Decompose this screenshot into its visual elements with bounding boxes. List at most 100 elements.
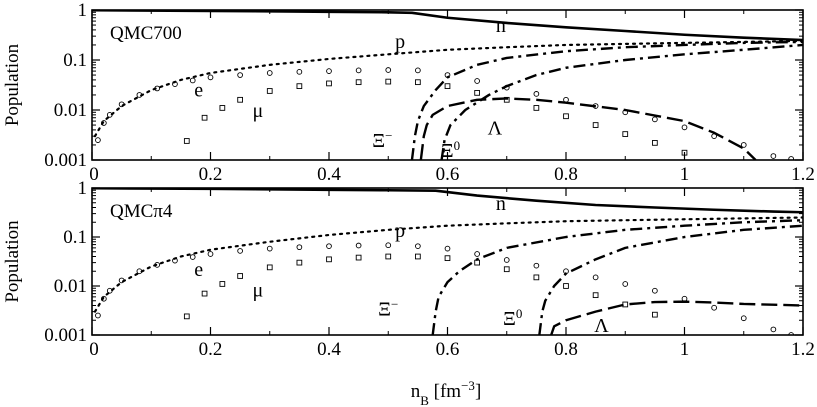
line-xi-minus — [410, 40, 803, 160]
point-e — [681, 124, 688, 131]
point-e — [770, 153, 777, 159]
point-e — [770, 326, 777, 333]
x-tick-label: 0.4 — [317, 164, 341, 185]
line-p — [93, 39, 803, 138]
panel-title: QMC700 — [110, 23, 182, 44]
y-tick-label: 1 — [78, 0, 88, 21]
point-e — [118, 277, 125, 284]
x-axis-title: nB [fm−3] — [411, 378, 482, 407]
point-e — [740, 142, 747, 148]
point-mu — [385, 78, 392, 85]
y-tick-label: 0.1 — [63, 50, 87, 71]
series-label-lambda: Λ — [488, 117, 503, 139]
point-e — [172, 257, 178, 264]
line-p — [93, 216, 803, 313]
y-tick-label: 0.001 — [44, 325, 87, 346]
point-e — [100, 120, 107, 126]
point-mu — [474, 90, 480, 96]
point-mu — [296, 259, 303, 266]
point-mu — [219, 281, 226, 287]
point-e — [266, 70, 273, 76]
point-e — [296, 68, 303, 75]
point-e — [788, 156, 794, 160]
point-e — [95, 137, 101, 143]
point-mu — [219, 105, 226, 111]
x-tick-label: 0.2 — [199, 164, 223, 185]
point-e — [237, 72, 243, 78]
point-mu — [592, 292, 599, 299]
point-mu — [266, 88, 273, 94]
point-e — [533, 91, 540, 97]
point-e — [136, 92, 143, 98]
y-axis-title: Population — [2, 220, 23, 303]
x-tick-label: 1 — [680, 339, 690, 360]
point-mu — [622, 301, 629, 308]
point-e — [740, 315, 747, 322]
point-e — [106, 287, 113, 294]
point-e — [415, 67, 421, 74]
x-tick-label: 0.4 — [317, 339, 341, 360]
point-mu — [355, 79, 362, 86]
series-label-xi-minus: Ξ− — [378, 296, 398, 321]
series-label-xi-zero: Ξ0 — [503, 306, 522, 331]
point-e — [474, 78, 480, 84]
x-tick-label: 0 — [89, 164, 99, 185]
point-e — [189, 254, 196, 260]
series-label-n: n — [496, 15, 506, 37]
point-e — [100, 295, 107, 302]
point-e — [711, 304, 717, 311]
point-e — [415, 243, 421, 250]
series-label-lambda: Λ — [594, 315, 609, 337]
series-group — [92, 10, 803, 160]
y-tick-label: 0.01 — [54, 276, 87, 297]
point-mu — [533, 274, 540, 281]
point-e — [355, 67, 362, 74]
point-mu — [474, 259, 480, 266]
series-label-n: n — [496, 193, 506, 215]
point-mu — [237, 96, 243, 103]
point-mu — [622, 131, 629, 137]
point-mu — [296, 83, 303, 89]
point-e — [154, 85, 161, 92]
point-mu — [201, 114, 208, 121]
point-e — [444, 245, 451, 252]
x-tick-label: 0.6 — [436, 339, 460, 360]
point-e — [652, 116, 658, 123]
point-mu — [326, 256, 332, 263]
point-mu — [183, 138, 190, 144]
point-mu — [444, 83, 451, 89]
point-mu — [444, 255, 451, 262]
point-mu — [415, 253, 421, 260]
series-group — [92, 188, 803, 335]
y-tick-label: 0.001 — [44, 150, 87, 171]
series-label-p: p — [395, 31, 405, 53]
point-e — [788, 332, 794, 335]
point-e — [266, 245, 273, 252]
point-mu — [652, 140, 658, 146]
point-e — [172, 81, 178, 87]
x-tick-label: 0.8 — [554, 339, 578, 360]
y-axis-title: Population — [2, 43, 23, 126]
line-xi-zero — [419, 97, 757, 160]
point-mu — [415, 79, 421, 86]
point-mu — [652, 311, 658, 318]
point-mu — [326, 80, 332, 87]
series-label-mu: μ — [253, 100, 264, 122]
point-e — [95, 312, 101, 319]
point-e — [385, 242, 392, 249]
panel-qmcpi4: 0 0.2 0.4 0.6 0.8 1 1.2 0.001 0.01 0.1 1 Population… — [2, 178, 815, 360]
point-mu — [592, 122, 599, 128]
line-n — [92, 10, 803, 42]
panel-qmc700: 0 0.2 0.4 0.6 0.8 1 1.2 0.001 0.01 0.1 1 Population… — [2, 0, 815, 185]
x-tick-label: 0.6 — [436, 164, 460, 185]
point-mu — [355, 254, 362, 261]
y-tick-label: 0.01 — [54, 100, 87, 121]
point-e — [533, 262, 540, 269]
point-mu — [681, 149, 688, 156]
point-mu — [266, 264, 273, 271]
series-label-e: e — [194, 259, 203, 281]
point-mu — [385, 253, 392, 260]
point-e — [136, 268, 143, 275]
point-e — [207, 251, 214, 257]
